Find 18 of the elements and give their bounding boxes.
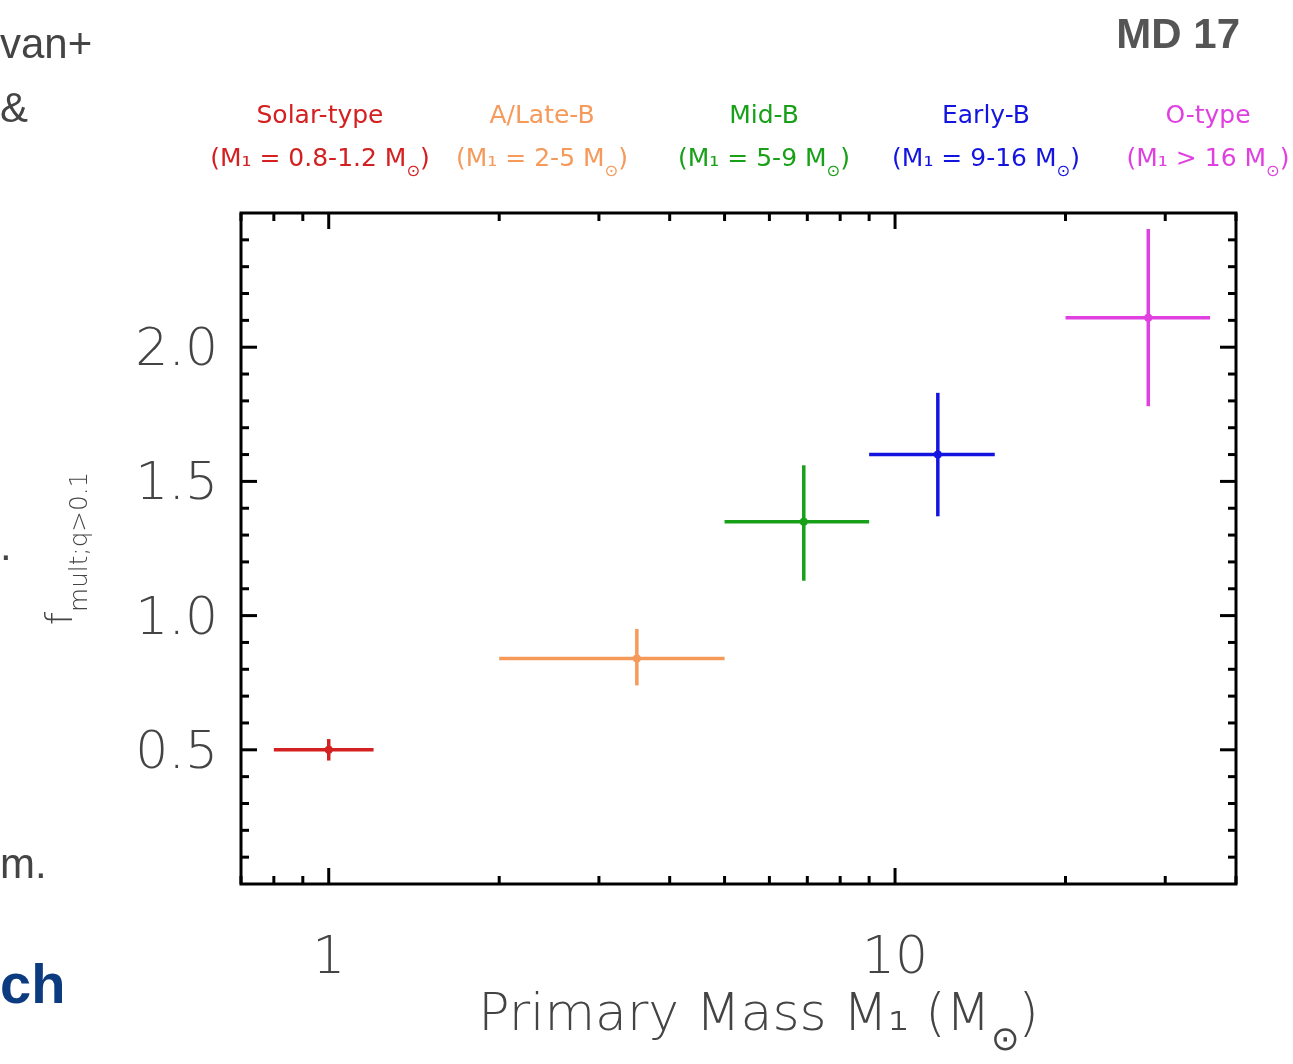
text: O-type (M₁ > 16 M$_{⊙}$) [1126,100,1290,180]
x-tick-label: 10 [861,925,929,985]
text: . [0,522,12,569]
text: m. [0,840,47,887]
x-axis-title: Primary Mass M₁ (M$_{⊙}$) [478,982,1039,1058]
text: van+ [0,20,93,67]
text: Solar-type (M₁ = 0.8-1.2 M$_{⊙}$) [210,100,430,180]
text: MD 17 [1116,10,1240,57]
text: Early-B (M₁ = 9-16 M$_{⊙}$) [892,100,1080,180]
y-tick-label: 1.0 [135,585,218,646]
y-tick-label: 1.5 [135,451,218,512]
x-tick-label: 1 [312,925,346,985]
y-tick-label: 2.0 [135,317,218,378]
text: Mid-B (M₁ = 5-9 M$_{⊙}$) [678,100,850,180]
text: ch [0,952,66,1015]
text: A/Late-B (M₁ = 2-5 M$_{⊙}$) [456,100,628,180]
y-tick-label: 0.5 [135,719,218,780]
text: & [0,84,29,131]
